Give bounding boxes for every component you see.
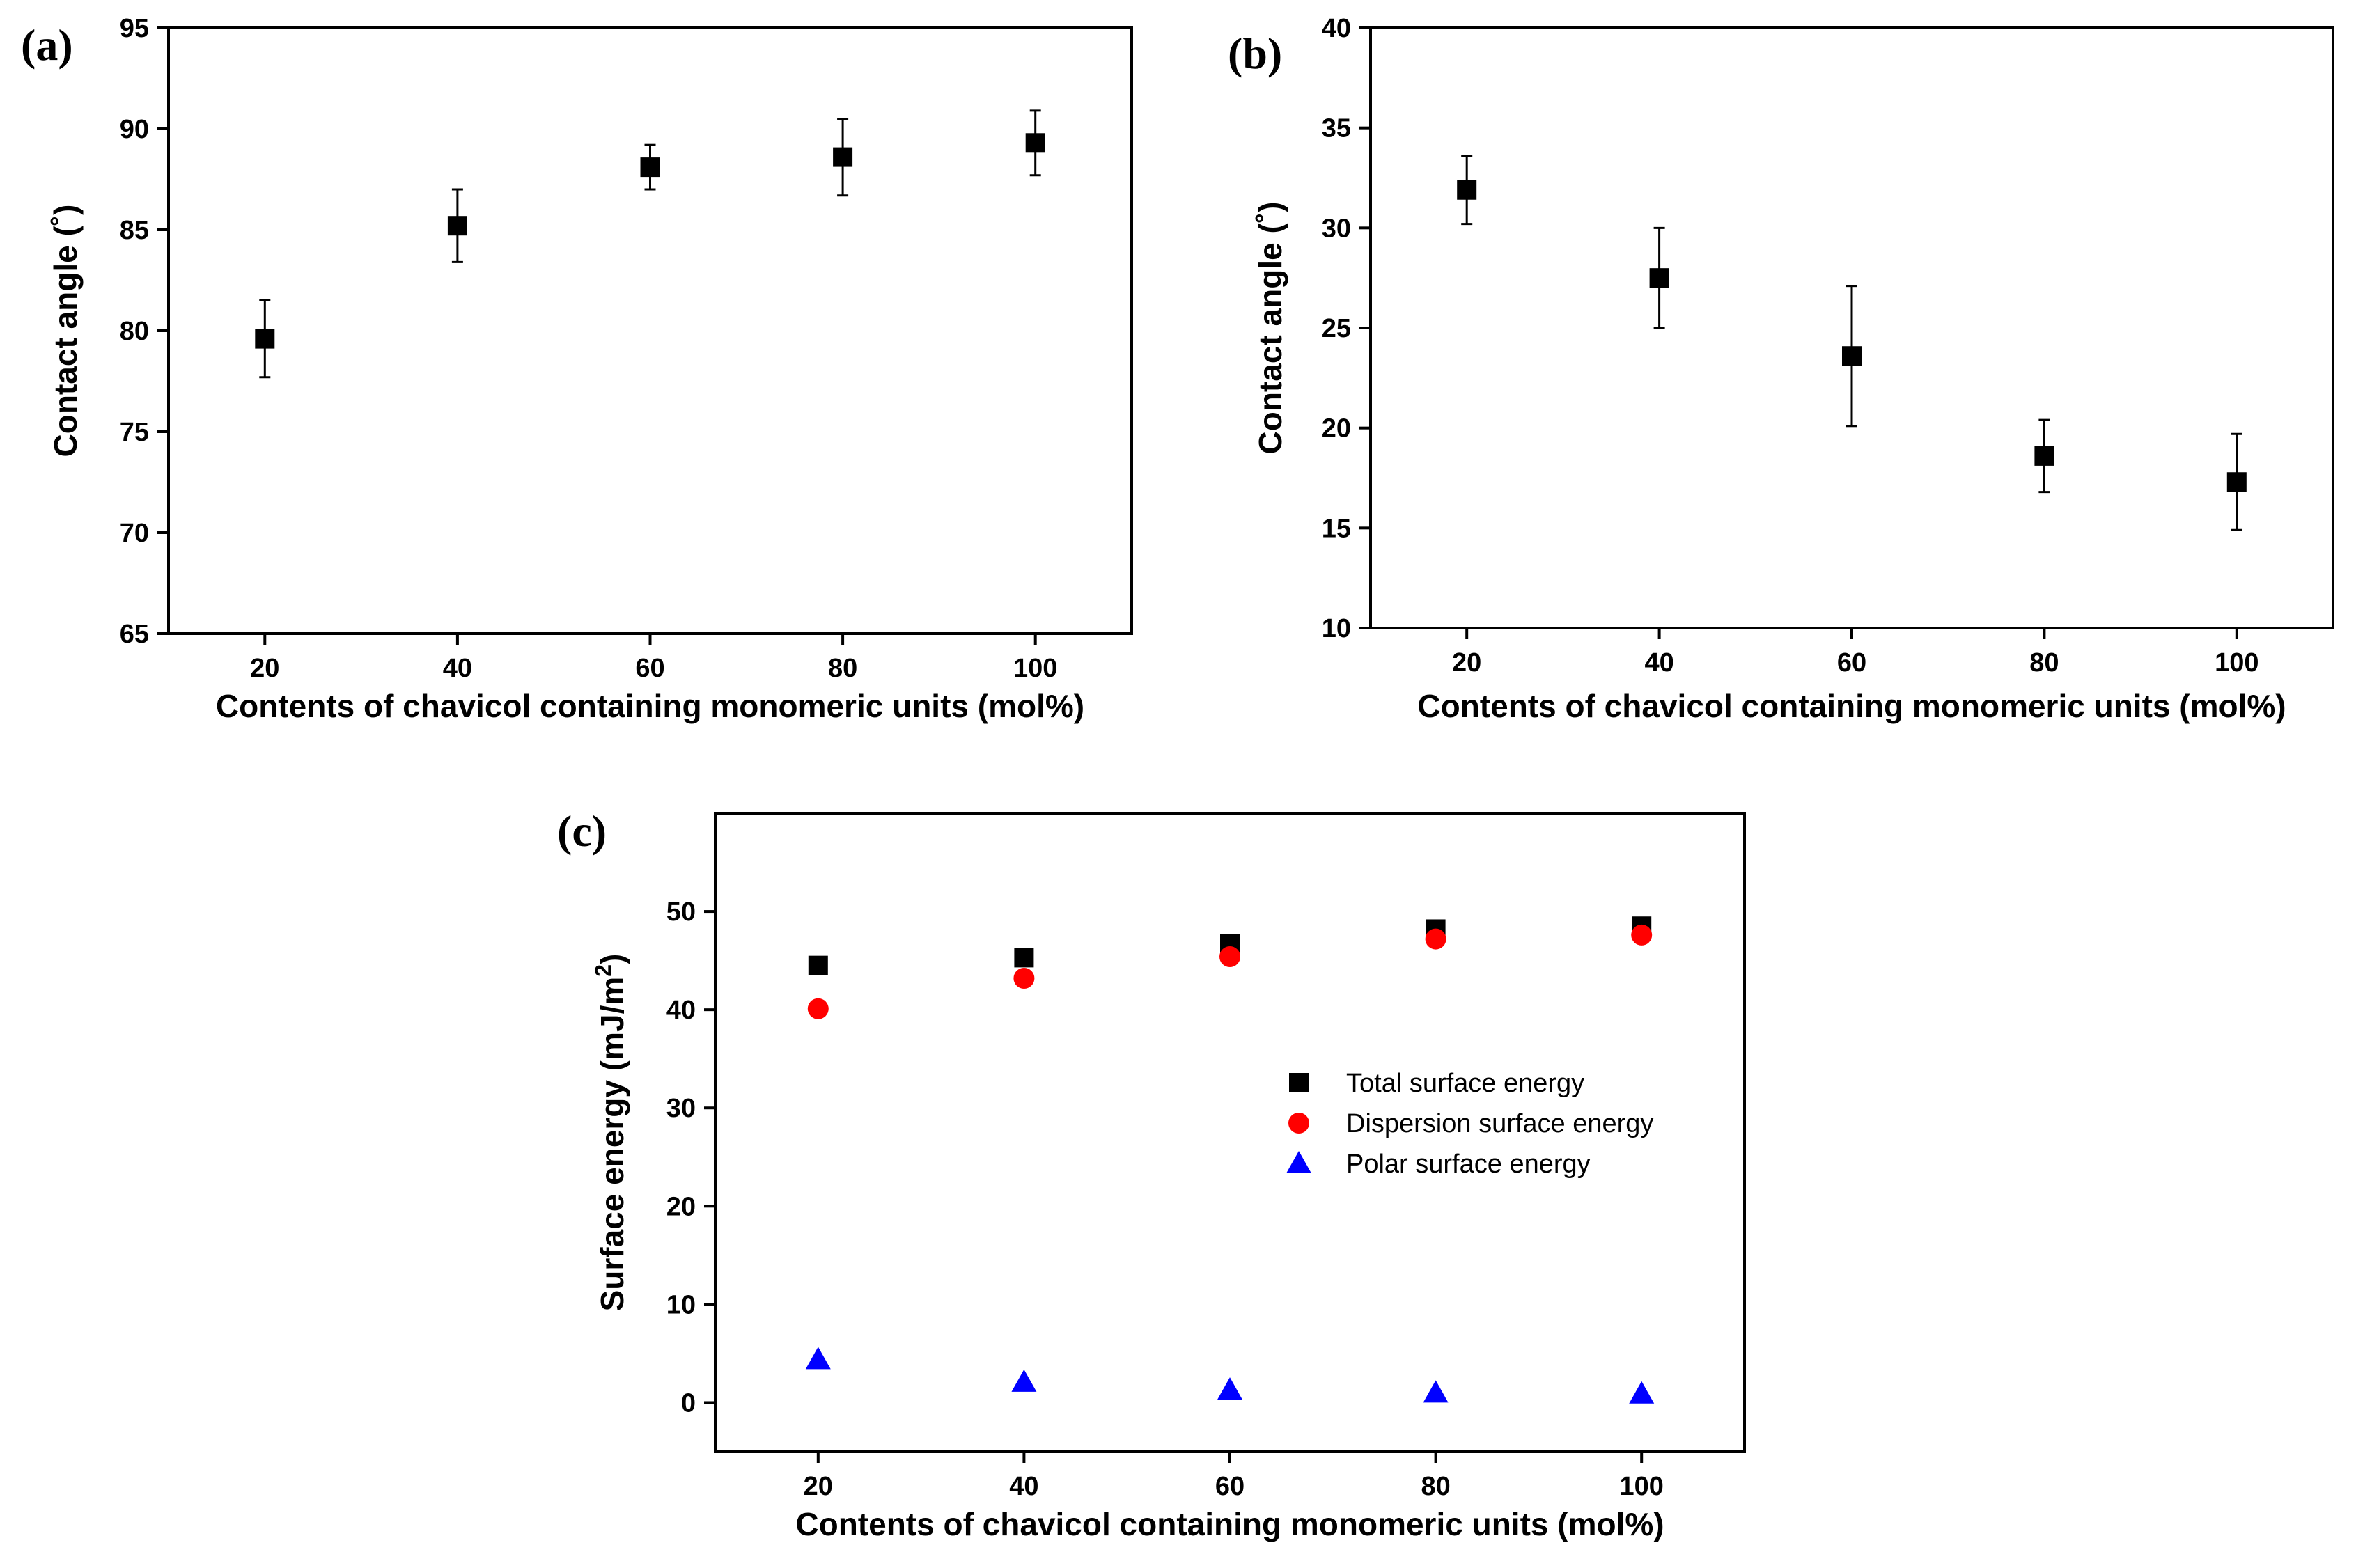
data-point-square	[1014, 948, 1034, 968]
panel-label: (b)	[1228, 29, 1282, 78]
y-tick-label: 40	[1322, 14, 1351, 43]
y-tick-label: 0	[681, 1388, 696, 1418]
data-point-square	[2226, 472, 2247, 492]
y-tick-label: 35	[1322, 114, 1351, 143]
y-tick-label: 20	[666, 1192, 696, 1221]
legend-label: Dispersion surface energy	[1346, 1109, 1653, 1138]
x-axis-title: Contents of chavicol containing monomeri…	[216, 688, 1084, 724]
x-axis-title: Contents of chavicol containing monomeri…	[795, 1506, 1664, 1542]
legend-marker-square	[1289, 1073, 1309, 1092]
y-axis-title-main: Contact angle (˚)	[47, 205, 84, 457]
y-tick-label: 40	[666, 996, 696, 1025]
y-axis-title: Contact angle (˚)	[1252, 202, 1288, 455]
panel-c-chart: 20 40 60 80 100 0 10 20 30 40 50 (c) Contents of cha…	[557, 806, 1746, 1542]
x-tick-label: 20	[1452, 648, 1481, 677]
x-tick-label: 100	[1013, 654, 1057, 683]
panel-label: (a)	[21, 20, 73, 70]
y-tick-label: 95	[120, 14, 149, 43]
y-axis-title: Surface energy (mJ/m2)	[591, 954, 630, 1312]
x-tick-label: 100	[1619, 1472, 1663, 1501]
data-point-circle	[1631, 924, 1653, 946]
data-point-square	[1649, 268, 1669, 288]
y-tick-label: 85	[120, 216, 149, 245]
legend-marker-triangle	[1286, 1151, 1311, 1173]
data-point-triangle	[1423, 1380, 1449, 1403]
y-tick-label: 75	[120, 418, 149, 447]
y-tick-label: 25	[1322, 314, 1351, 343]
y-tick-label: 80	[120, 317, 149, 346]
y-tick-label: 70	[120, 519, 149, 548]
data-point-circle	[1013, 968, 1035, 989]
y-tick-label: 65	[120, 620, 149, 649]
legend-label: Polar surface energy	[1346, 1150, 1591, 1179]
panel-a-chart: 20 40 60 80 100 65 70 75 80 85 90 95 (a) Contents of …	[21, 14, 1133, 724]
x-tick-label: 60	[635, 654, 664, 683]
x-tick-label: 20	[804, 1472, 833, 1501]
legend-label: Total surface energy	[1346, 1069, 1584, 1098]
data-point-triangle	[805, 1347, 831, 1370]
data-point-square	[1457, 180, 1477, 200]
y-tick-label: 10	[666, 1290, 696, 1319]
legend-marker-circle	[1288, 1113, 1309, 1134]
x-tick-label: 20	[250, 654, 279, 683]
data-point-square	[808, 955, 828, 975]
x-tick-label: 80	[828, 654, 857, 683]
data-point-circle	[807, 998, 829, 1019]
data-point-circle	[1219, 946, 1240, 967]
y-axis-title: Contact angle (˚)	[47, 205, 84, 457]
data-point-triangle	[1011, 1369, 1037, 1392]
data-point-square	[255, 329, 275, 349]
y-tick-label: 50	[666, 897, 696, 927]
y-tick-label: 20	[1322, 414, 1351, 444]
data-point-square	[1025, 133, 1045, 153]
plot-frame	[167, 26, 1133, 635]
data-point-circle	[1425, 928, 1446, 950]
data-point-triangle	[1629, 1381, 1655, 1404]
y-tick-label: 30	[1322, 214, 1351, 243]
data-point-square	[1842, 346, 1862, 366]
y-tick-label: 10	[1322, 614, 1351, 643]
x-tick-label: 80	[1421, 1472, 1450, 1501]
y-axis-title-superscript: 2	[591, 964, 616, 977]
panel-label: (c)	[557, 806, 607, 856]
data-point-square	[2034, 446, 2054, 466]
y-axis-title-main: Contact angle (˚)	[1252, 202, 1288, 455]
x-tick-label: 40	[443, 654, 472, 683]
x-tick-label: 60	[1837, 648, 1866, 677]
data-point-triangle	[1217, 1377, 1242, 1400]
y-tick-label: 30	[666, 1094, 696, 1123]
y-tick-label: 90	[120, 115, 149, 144]
y-axis-title-main: Surface energy (mJ/m	[594, 977, 630, 1312]
x-tick-label: 40	[1009, 1472, 1038, 1501]
y-axis-title-end: )	[594, 954, 630, 964]
data-point-square	[833, 147, 853, 167]
data-point-square	[640, 157, 660, 178]
y-tick-label: 15	[1322, 514, 1351, 543]
x-tick-label: 60	[1215, 1472, 1244, 1501]
x-tick-label: 40	[1644, 648, 1673, 677]
x-tick-label: 100	[2215, 648, 2258, 677]
panel-b-chart: 20 40 60 80 100 10 15 20 25 30 35 40 (b) Contents of …	[1228, 14, 2334, 724]
data-point-square	[447, 216, 467, 236]
x-tick-label: 80	[2029, 648, 2059, 677]
x-axis-title: Contents of chavicol containing monomeri…	[1417, 688, 2286, 724]
